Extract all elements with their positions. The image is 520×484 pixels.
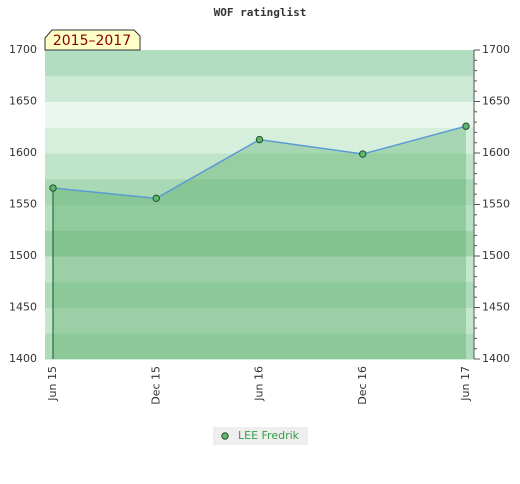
chart-title: WOF ratinglist <box>214 6 307 19</box>
y-tick-label: 1600 <box>9 146 37 159</box>
y2-tick-label: 1600 <box>482 146 510 159</box>
x-tick-label: Jun 17 <box>459 366 472 402</box>
y2-tick-label: 1450 <box>482 301 510 314</box>
y-tick-label: 1550 <box>9 198 37 211</box>
x-tick-label: Dec 15 <box>149 366 162 405</box>
legend-box <box>213 427 308 445</box>
y2-tick-label: 1400 <box>482 352 510 365</box>
background-stripe <box>45 230 474 257</box>
y-tick-label: 1450 <box>9 301 37 314</box>
background-stripe <box>45 333 474 360</box>
background-stripe <box>45 307 474 334</box>
y2-tick-label: 1650 <box>482 95 510 108</box>
y2-tick-label: 1500 <box>482 249 510 262</box>
background-stripe <box>45 75 474 102</box>
y-tick-label: 1400 <box>9 352 37 365</box>
marker <box>359 150 367 158</box>
background-stripe <box>45 101 474 128</box>
background-stripe <box>45 204 474 231</box>
y-tick-label: 1500 <box>9 249 37 262</box>
annotation-box <box>44 29 141 51</box>
y-tick-label: 1650 <box>9 95 37 108</box>
annotation: 2015–2017 <box>53 33 131 49</box>
background-stripe <box>45 256 474 283</box>
area <box>53 126 466 359</box>
legend-label: LEE Fredrik <box>238 429 300 442</box>
x-tick-label: Jun 16 <box>253 366 266 402</box>
y2-tick-label: 1700 <box>482 43 510 56</box>
y-tick-label: 1700 <box>9 43 37 56</box>
background-stripe <box>45 153 474 180</box>
marker <box>255 135 264 144</box>
x-tick-label: Jun 15 <box>46 366 59 402</box>
plot-marks <box>49 122 470 359</box>
marker <box>49 184 57 192</box>
y2-tick-label: 1550 <box>482 198 510 211</box>
background-stripe <box>45 178 474 205</box>
marker <box>462 122 470 130</box>
plot-background <box>45 50 474 360</box>
marker <box>152 194 160 203</box>
background-stripe <box>45 281 474 308</box>
legend-marker <box>221 432 229 440</box>
x-tick-label: Dec 16 <box>356 366 369 405</box>
background-stripe <box>45 50 474 77</box>
